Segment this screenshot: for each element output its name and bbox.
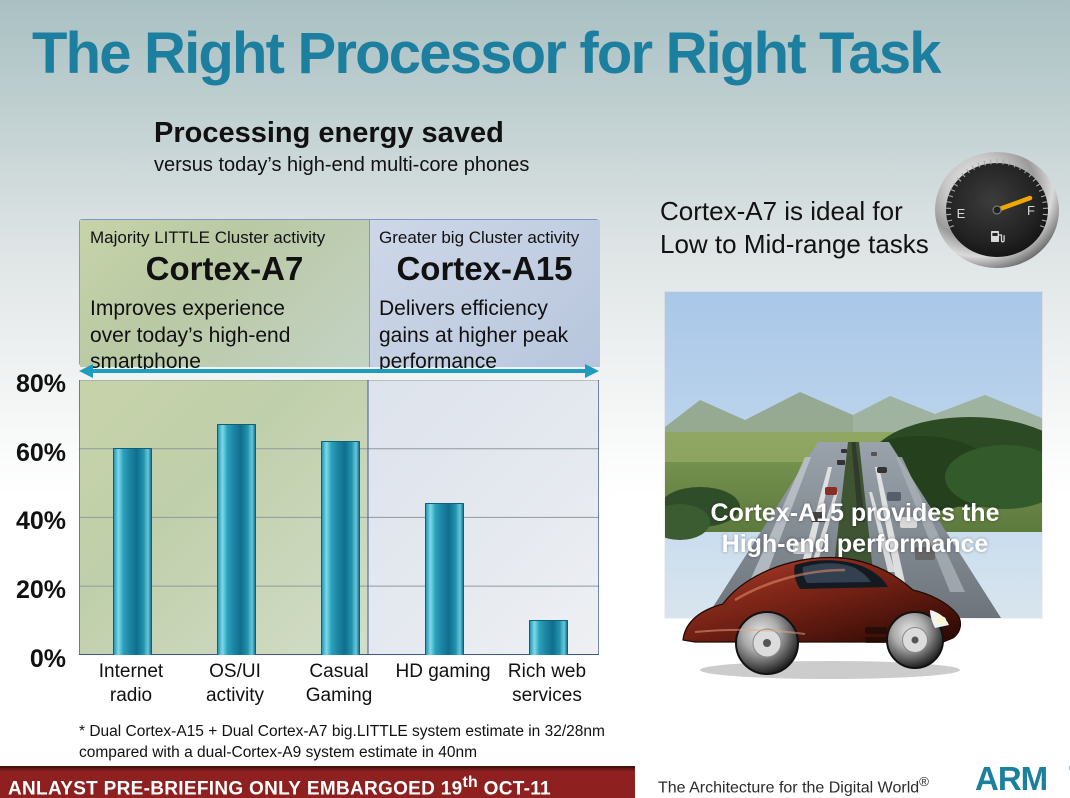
- svg-text:F: F: [1027, 203, 1035, 218]
- svg-text:ARM: ARM: [975, 763, 1047, 797]
- svg-text:E: E: [957, 206, 966, 221]
